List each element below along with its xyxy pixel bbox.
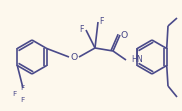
Text: F: F	[80, 26, 84, 35]
Text: HN: HN	[131, 56, 143, 64]
Text: O: O	[120, 31, 128, 40]
Text: F: F	[20, 97, 24, 103]
Text: O: O	[70, 53, 78, 61]
Text: F: F	[20, 85, 24, 91]
Text: F: F	[12, 91, 16, 97]
Text: F: F	[100, 18, 104, 27]
